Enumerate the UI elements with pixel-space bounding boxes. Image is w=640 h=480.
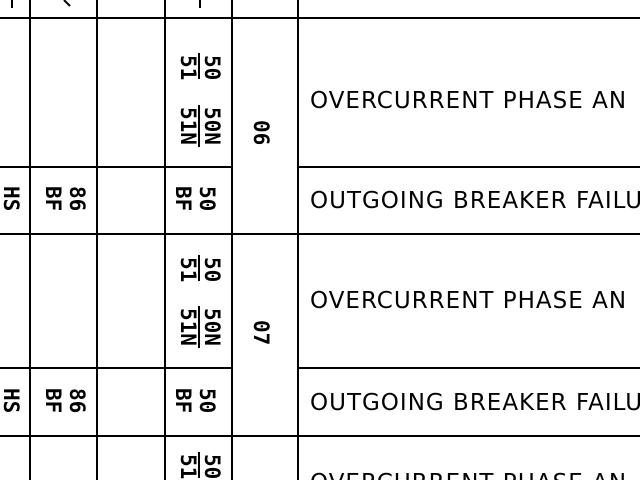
device-code: 50 [195, 186, 219, 211]
row-overcurrent-06: 50 51 50N 51N 06 OVERCURRENT PHASE AN [176, 53, 627, 147]
row-description: OVERCURRENT PHASE AN [310, 470, 627, 480]
hs-label: HS [0, 388, 23, 413]
row-description: OVERCURRENT PHASE AN [310, 88, 627, 114]
device-code: 51 [176, 257, 200, 282]
row-description: OVERCURRENT PHASE AN [310, 288, 627, 314]
device-code: 51N [176, 308, 200, 346]
device-code: 50N [200, 308, 224, 346]
device-code: 50 [195, 388, 219, 413]
device-code: 50 [200, 257, 224, 282]
row-breaker-failure-2: HS 86 BF 50 BF OUTGOING BREAKER FAILU [0, 388, 640, 416]
row-description: OUTGOING BREAKER FAILU [310, 390, 640, 416]
device-code: 51N [176, 107, 200, 145]
lockout-code: BF [41, 388, 65, 413]
hs-label: HS [0, 186, 23, 211]
relay-number: 07 [249, 320, 273, 345]
device-code: 50 [200, 454, 224, 479]
row-description: OUTGOING BREAKER FAILU [310, 188, 640, 214]
device-code: BF [171, 388, 195, 413]
top-row-fragments [11, 0, 201, 8]
row-overcurrent-partial: 50 51 OVERCURRENT PHASE AN [176, 452, 627, 480]
device-code: BF [171, 186, 195, 211]
device-code: 50 [200, 55, 224, 80]
lockout-code: 86 [65, 388, 89, 413]
device-code: 51 [176, 55, 200, 80]
relay-number: 06 [249, 120, 273, 145]
lockout-code: BF [41, 186, 65, 211]
lockout-code: 86 [65, 186, 89, 211]
row-overcurrent-07: 50 51 50N 51N 07 OVERCURRENT PHASE AN [176, 255, 627, 348]
device-code: 51 [176, 454, 200, 479]
device-code: 50N [200, 107, 224, 145]
row-breaker-failure-1: HS 86 BF 50 BF OUTGOING BREAKER FAILU [0, 186, 640, 214]
